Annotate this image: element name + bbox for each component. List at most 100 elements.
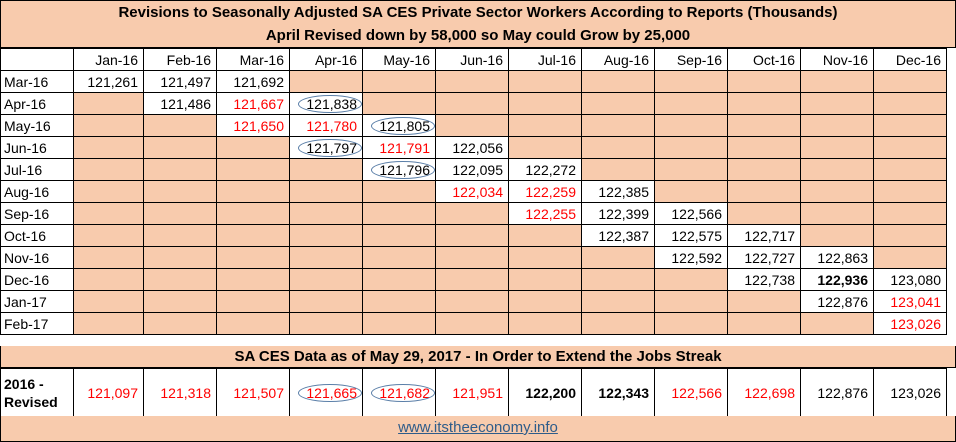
- table-cell: [800, 158, 874, 181]
- revised-table: 2016 - Revised 121,097 121,318 121,507 121,6…: [0, 368, 947, 417]
- table-cell: [143, 180, 217, 203]
- row-label: Jan-17: [0, 290, 74, 313]
- cell-value: 121,791: [379, 139, 430, 156]
- table-cell: 121,780: [289, 114, 363, 137]
- row-label: Oct-16: [0, 224, 74, 247]
- revision-table: Jan-16 Feb-16 Mar-16 Apr-16 May-16 Jun-16 Jul-…: [0, 48, 947, 335]
- cell-value: 122,387: [598, 227, 649, 244]
- table-row: Aug-16 122,034 122,259 122,385: [0, 180, 947, 203]
- table-cell: [873, 136, 947, 159]
- table-cell: [800, 202, 874, 225]
- table-cell: [581, 136, 655, 159]
- cell-value: 123,080: [890, 271, 941, 288]
- table-cell: [873, 180, 947, 203]
- table-row: Nov-16 122,592 122,727 122,863: [0, 246, 947, 269]
- table-cell: [581, 312, 655, 335]
- table-cell: [289, 224, 363, 247]
- table-cell: 122,592: [654, 246, 728, 269]
- cell-value: 123,041: [890, 293, 941, 310]
- table-cell: [873, 92, 947, 115]
- table-cell: 121,667: [216, 92, 290, 115]
- table-cell: [727, 180, 801, 203]
- table-cell: 122,936: [800, 268, 874, 291]
- table-cell: [73, 312, 144, 335]
- table-cell: [508, 312, 582, 335]
- table-cell: [654, 268, 728, 291]
- revised-cell: 122,876: [800, 368, 874, 417]
- table-cell: [73, 268, 144, 291]
- table-cell: [73, 224, 144, 247]
- cell-value: 123,026: [890, 315, 941, 332]
- table-cell: [73, 246, 144, 269]
- revised-cell: 122,200: [508, 368, 582, 417]
- cell-value: 122,876: [817, 293, 868, 310]
- table-cell: [73, 290, 144, 313]
- table-cell: [800, 92, 874, 115]
- column-header: Apr-16: [289, 48, 363, 71]
- table-cell: 121,650: [216, 114, 290, 137]
- table-cell: [435, 202, 509, 225]
- cell-value: 121,665: [298, 383, 362, 402]
- table-cell: [143, 268, 217, 291]
- table-cell: 122,717: [727, 224, 801, 247]
- table-cell: [143, 224, 217, 247]
- table-cell: [216, 312, 290, 335]
- table-cell: [654, 312, 728, 335]
- row-label: Nov-16: [0, 246, 74, 269]
- table-cell: [216, 290, 290, 313]
- table-cell: 121,796: [362, 158, 436, 181]
- table-cell: 121,497: [143, 70, 217, 93]
- cell-value: 122,399: [598, 205, 649, 222]
- cell-value: 122,095: [452, 161, 503, 178]
- table-cell: [362, 92, 436, 115]
- table-cell: [581, 92, 655, 115]
- table-cell: [800, 224, 874, 247]
- cell-value: 122,343: [598, 384, 649, 401]
- cell-value: 121,797: [298, 138, 362, 157]
- table-cell: 121,797: [289, 136, 363, 159]
- table-cell: [727, 92, 801, 115]
- table-row: May-16 121,650 121,780 121,805: [0, 114, 947, 137]
- table-cell: 122,566: [654, 202, 728, 225]
- corner-cell: [0, 48, 74, 71]
- column-header: Jun-16: [435, 48, 509, 71]
- row-label: Dec-16: [0, 268, 74, 291]
- cell-value: 121,951: [452, 384, 503, 401]
- table-cell: [73, 92, 144, 115]
- column-header: Dec-16: [873, 48, 947, 71]
- cell-value: 122,727: [744, 249, 795, 266]
- cell-value: 121,682: [371, 383, 435, 402]
- column-header: Aug-16: [581, 48, 655, 71]
- table-cell: [143, 202, 217, 225]
- row-label: Mar-16: [0, 70, 74, 93]
- table-title: Revisions to Seasonally Adjusted SA CES …: [0, 0, 956, 26]
- cell-value: 122,200: [525, 384, 576, 401]
- table-row: Feb-17 123,026: [0, 312, 947, 335]
- table-cell: [435, 92, 509, 115]
- table-cell: 122,575: [654, 224, 728, 247]
- table-cell: [727, 158, 801, 181]
- cell-value: 122,717: [744, 227, 795, 244]
- revised-cell: 122,343: [581, 368, 655, 417]
- table-cell: [435, 224, 509, 247]
- column-header: Sep-16: [654, 48, 728, 71]
- table-cell: [362, 180, 436, 203]
- table-cell: [216, 202, 290, 225]
- table-cell: [508, 268, 582, 291]
- table-cell: 122,738: [727, 268, 801, 291]
- table-cell: [508, 70, 582, 93]
- cell-value: 122,863: [817, 249, 868, 266]
- table-cell: 122,399: [581, 202, 655, 225]
- table-cell: [216, 224, 290, 247]
- table-row: Jul-16 121,796 122,095 122,272: [0, 158, 947, 181]
- table-cell: [362, 246, 436, 269]
- table-cell: [508, 246, 582, 269]
- cell-value: 123,026: [890, 384, 941, 401]
- table-row: Jun-16 121,797 121,791 122,056: [0, 136, 947, 159]
- revised-cell: 121,951: [435, 368, 509, 417]
- table-cell: [362, 268, 436, 291]
- table-cell: 122,876: [800, 290, 874, 313]
- footer-link[interactable]: www.itstheeconomy.info: [398, 419, 558, 436]
- table-cell: 121,486: [143, 92, 217, 115]
- cell-value: 122,272: [525, 161, 576, 178]
